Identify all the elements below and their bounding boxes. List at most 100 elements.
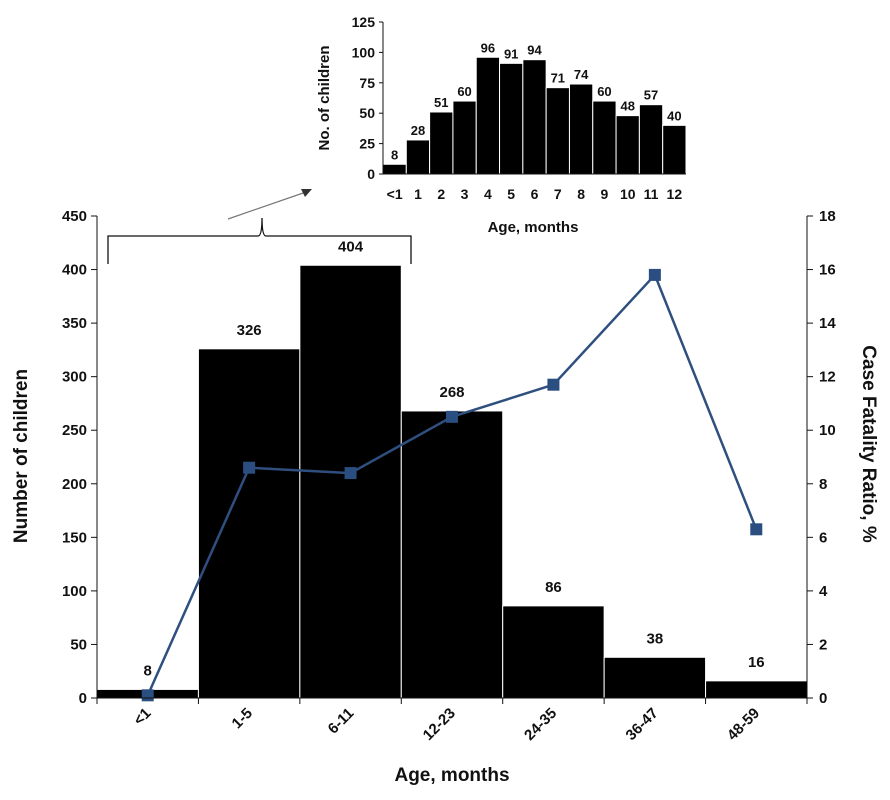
inset-bar-label-4: 96	[481, 40, 495, 55]
left-y-axis-title: Number of children	[11, 369, 32, 543]
x-tick-label-6-11: 6-11	[325, 705, 358, 738]
left-y-tick-label: 400	[62, 262, 87, 279]
inset-bar-3	[452, 100, 477, 175]
right-y-tick-label: 16	[819, 262, 836, 279]
inset-x-axis: <1 1 2 3 4 5 6 7 8 9 10 11 12	[383, 173, 686, 202]
x-axis-title: Age, months	[394, 765, 509, 786]
x-tick-label-12-23: 12-23	[420, 705, 459, 744]
right-y-axis: 0 2 4 6 8 10 12 14 16 18	[806, 208, 836, 707]
inset-x-tick-label-3: 3	[461, 186, 469, 202]
inset-bar-label-12: 40	[667, 108, 681, 123]
right-y-axis-title: Case Fatality Ratio, %	[858, 345, 879, 543]
inset-bar-label-1: 28	[411, 123, 425, 138]
right-y-tick-label: 0	[819, 690, 827, 707]
bar-6-11	[299, 264, 402, 699]
right-y-tick-label: 18	[819, 208, 836, 225]
bar-24-35	[502, 605, 605, 699]
bar-label-<1: 8	[144, 662, 152, 679]
inset-bar-label-9: 60	[597, 84, 611, 99]
right-y-tick-label: 6	[819, 529, 827, 546]
inset-bar-label-8: 74	[574, 67, 589, 82]
inset-bar-labels-group: 8 28 51 60 96 91 94 71 74 60 48 57 40	[391, 40, 682, 162]
x-axis: <1 1-5 6-11 12-23 24-35 36-47 48-59	[96, 697, 808, 744]
inset-bar-11	[638, 104, 664, 175]
case-fatality-marker-36-47	[648, 268, 661, 281]
left-y-tick-label: 150	[62, 529, 87, 546]
inset-bar-7	[545, 87, 570, 175]
inset-bar-<1	[382, 163, 407, 175]
inset-x-tick-label-<1: <1	[387, 186, 403, 202]
inset-pointer-arrow-head	[301, 189, 312, 197]
inset-y-axis-title: No. of children	[316, 46, 333, 151]
left-y-tick-label: 0	[79, 690, 87, 707]
x-tick-label-<1: <1	[130, 705, 154, 729]
inset-y-tick-label: 100	[352, 44, 376, 60]
case-fatality-marker-6-11	[344, 467, 357, 480]
inset-pointer-arrow-line	[227, 191, 307, 220]
inset-x-tick-label-8: 8	[577, 186, 585, 202]
bar-label-48-59: 16	[748, 654, 765, 671]
inset-y-tick-label: 0	[367, 166, 375, 182]
inset-x-tick-label-2: 2	[437, 186, 445, 202]
inset-bars-group	[382, 56, 687, 175]
inset-bar-4	[475, 56, 501, 175]
inset-y-tick-label: 125	[352, 14, 376, 30]
inset-bar-label-<1: 8	[391, 147, 398, 162]
main-line-group	[141, 268, 763, 702]
bar-label-12-23: 268	[439, 384, 464, 401]
left-y-tick-label: 350	[62, 315, 87, 332]
inset-bar-2	[429, 111, 454, 175]
inset-x-axis-title: Age, months	[488, 219, 579, 236]
inset-bar-label-2: 51	[434, 95, 448, 110]
case-fatality-marker-48-59	[750, 523, 763, 536]
left-y-tick-label: 300	[62, 369, 87, 386]
inset-y-tick-label: 25	[359, 136, 375, 152]
inset-bar-6	[522, 59, 547, 175]
inset-x-tick-label-7: 7	[554, 186, 562, 202]
bar-label-36-47: 38	[647, 630, 664, 647]
right-y-tick-label: 14	[819, 315, 836, 332]
inset-bar-9	[592, 100, 617, 175]
right-y-tick-label: 8	[819, 476, 827, 493]
right-y-tick-label: 4	[819, 583, 828, 600]
left-y-tick-label: 450	[62, 208, 87, 225]
inset-y-tick-label: 50	[359, 105, 375, 121]
case-fatality-marker-<1	[141, 689, 154, 702]
left-y-tick-label: 50	[70, 636, 87, 653]
inset-y-tick-label: 75	[359, 75, 375, 91]
inset-x-tick-label-6: 6	[531, 186, 539, 202]
left-y-tick-label: 250	[62, 422, 87, 439]
inset-bar-label-3: 60	[457, 84, 471, 99]
inset-bar-label-11: 57	[644, 88, 658, 103]
bar-48-59	[705, 680, 808, 699]
inset-bar-label-10: 48	[620, 99, 634, 114]
inset-x-tick-label-10: 10	[620, 186, 636, 202]
right-y-tick-label: 10	[819, 422, 836, 439]
inset-x-tick-label-4: 4	[484, 186, 492, 202]
case-fatality-marker-1-5	[243, 461, 256, 474]
case-fatality-marker-24-35	[547, 378, 560, 391]
right-y-tick-label: 12	[819, 369, 836, 386]
left-y-tick-label: 200	[62, 476, 87, 493]
inset-bar-label-7: 71	[551, 71, 565, 86]
bar-label-1-5: 326	[237, 322, 262, 339]
bar-36-47	[603, 656, 707, 699]
x-tick-label-48-59: 48-59	[724, 705, 763, 744]
inset-bar-12	[662, 124, 687, 175]
left-y-tick-label: 100	[62, 583, 87, 600]
inset-x-tick-label-1: 1	[414, 186, 422, 202]
inset-bar-1	[405, 139, 431, 175]
x-tick-label-24-35: 24-35	[521, 705, 560, 744]
main-bar-labels-group: 8 326 404 268 86 38 16	[144, 238, 765, 679]
bar-label-24-35: 86	[545, 579, 562, 596]
inset-bar-10	[615, 115, 640, 175]
left-y-axis: 0 50 100 150 200 250 300 350 400 450	[62, 208, 98, 707]
bar-1-5	[197, 348, 301, 699]
grouping-brace	[107, 217, 412, 264]
right-y-tick-label: 2	[819, 636, 827, 653]
inset-bar-label-5: 91	[504, 46, 518, 61]
